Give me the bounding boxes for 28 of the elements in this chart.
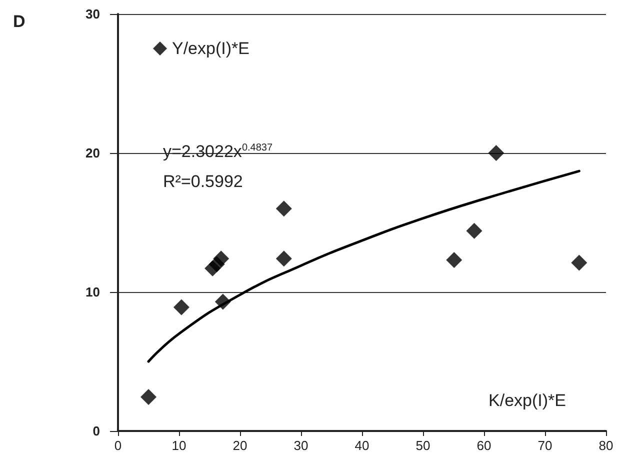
x-tick-label: 20: [232, 438, 248, 453]
x-tick-label: 30: [294, 438, 308, 453]
point: [466, 222, 482, 239]
point: [488, 145, 504, 161]
chart-title: D: [13, 12, 26, 31]
point: [140, 388, 156, 405]
point: [173, 299, 190, 316]
y-tick-label: 10: [86, 284, 100, 300]
x-axis-title: K/exp(I)*E: [488, 391, 566, 410]
annotation: R²=0.5992: [163, 172, 243, 192]
x-tick-label: 10: [172, 438, 186, 453]
x-tick-label: 0: [114, 438, 122, 453]
x-tick-label: 70: [538, 438, 552, 453]
point: [276, 250, 292, 267]
x-tick-label: 60: [476, 438, 492, 453]
point: [446, 252, 462, 268]
point: [213, 250, 230, 267]
point: [214, 294, 231, 310]
y-tick-label: 30: [86, 6, 100, 22]
x-tick-label: 40: [354, 438, 370, 453]
point: [276, 200, 292, 217]
y-tick-label: 0: [92, 424, 100, 438]
x-tick-label: 80: [598, 438, 614, 453]
x-tick-label: 50: [416, 438, 430, 453]
legend-label: Y/exp(I)*E: [172, 39, 250, 58]
line-series: [147, 170, 580, 363]
point: [571, 254, 588, 271]
y-tick-label: 20: [86, 146, 100, 160]
